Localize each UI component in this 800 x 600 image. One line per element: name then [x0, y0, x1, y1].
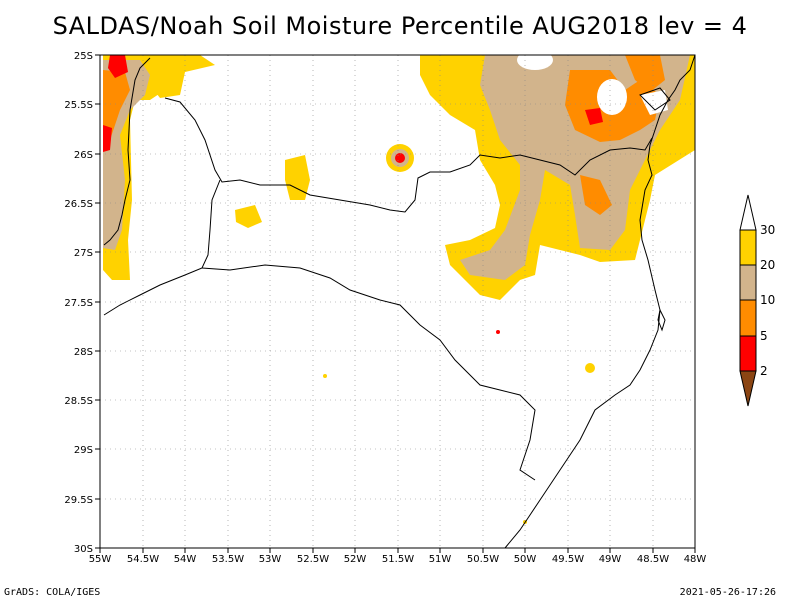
x-label: 53.5W — [212, 554, 244, 565]
spot3-p30 — [235, 205, 262, 228]
x-label: 50.5W — [467, 554, 499, 565]
footer-timestamp: 2021-05-26-17:26 — [679, 587, 776, 598]
y-label: 30S — [74, 544, 93, 555]
y-label: 29.5S — [64, 495, 93, 506]
hole-east-2 — [517, 50, 553, 70]
state-border-rs — [201, 264, 536, 481]
legend-label: 5 — [760, 329, 768, 343]
region-west-p5 — [108, 55, 128, 78]
y-label: 26.5S — [64, 199, 93, 210]
x-label: 52W — [344, 554, 367, 565]
x-label: 53W — [259, 554, 282, 565]
legend-label: 30 — [760, 223, 775, 237]
x-label: 48W — [684, 554, 707, 565]
legend-top-triangle — [739, 194, 757, 231]
region-east-p10b — [580, 175, 612, 215]
y-axis-labels: 25S 25.5S 26S 26.5S 27S 27.5S 28S 28.5S … — [64, 51, 93, 555]
y-label: 27.5S — [64, 298, 93, 309]
x-label: 51W — [429, 554, 452, 565]
y-label: 28S — [74, 347, 93, 358]
boundaries — [103, 54, 696, 549]
region-east-p10c — [625, 55, 665, 92]
legend-swatch-5 — [739, 335, 757, 372]
legend-swatch-10 — [739, 299, 757, 337]
legend-swatch-30 — [739, 229, 757, 266]
spot-p5 — [395, 153, 405, 163]
x-label: 55W — [89, 554, 112, 565]
legend-label: 20 — [760, 258, 775, 272]
legend-bottom-triangle — [739, 370, 757, 407]
region-east-p5 — [585, 108, 603, 125]
region-topmid-p30 — [150, 55, 215, 98]
y-label: 29S — [74, 445, 93, 456]
y-label: 27S — [74, 248, 93, 259]
island — [657, 308, 666, 332]
hole-east-3 — [640, 90, 668, 115]
state-border-west — [103, 57, 151, 246]
state-border-sc-north — [164, 97, 653, 213]
hole-east-1 — [597, 79, 627, 115]
legend-swatch-20 — [739, 264, 757, 301]
x-label: 49W — [599, 554, 622, 565]
spot2-p30 — [285, 155, 310, 200]
legend-label: 2 — [760, 364, 768, 378]
legend-label: 10 — [760, 293, 775, 307]
y-label: 28.5S — [64, 396, 93, 407]
x-label: 52.5W — [297, 554, 329, 565]
axis-ticks — [95, 54, 696, 553]
spot-small-4 — [323, 374, 327, 378]
spot-small-2 — [496, 330, 500, 334]
color-legend: 30 20 10 5 2 — [739, 194, 775, 407]
x-label: 54W — [174, 554, 197, 565]
x-axis-labels: 55W 54.5W 54W 53.5W 53W 52.5W 52W 51.5W … — [89, 554, 707, 565]
region-west-p5b — [103, 125, 112, 152]
x-label: 49.5W — [552, 554, 584, 565]
spot-small-1 — [585, 363, 595, 373]
y-label: 25.5S — [64, 100, 93, 111]
x-label: 50W — [514, 554, 537, 565]
y-label: 26S — [74, 150, 93, 161]
y-label: 25S — [74, 51, 93, 62]
x-label: 54.5W — [127, 554, 159, 565]
grid — [100, 55, 695, 548]
chart-title: SALDAS/Noah Soil Moisture Percentile AUG… — [52, 12, 748, 40]
shaded-regions — [103, 50, 695, 524]
x-label: 48.5W — [637, 554, 669, 565]
footer-credit: GrADS: COLA/IGES — [4, 587, 101, 598]
x-label: 51.5W — [382, 554, 414, 565]
bay — [639, 87, 671, 111]
coastline — [504, 54, 696, 549]
state-border-sc-internal — [103, 179, 221, 316]
